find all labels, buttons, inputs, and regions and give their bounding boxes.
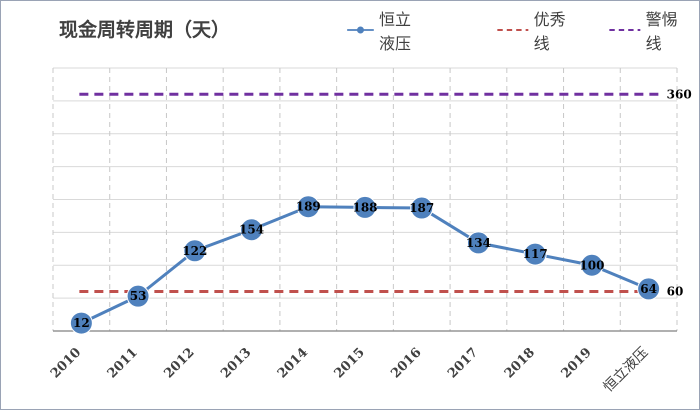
data-point [466,231,490,255]
data-label: 134 [466,236,491,250]
x-tick-label: 2016 [388,345,424,381]
x-tick-label: 恒立液压 [601,345,652,396]
data-label: 189 [296,200,321,214]
x-tick-label: 2012 [161,345,197,381]
legend-label-excellent-line: 优秀线 [533,10,566,53]
data-point [296,195,320,219]
x-tick-label: 2014 [275,345,311,381]
data-point [580,253,604,277]
data-label: 64 [640,282,657,296]
data-point [183,239,207,263]
data-point [240,218,264,242]
data-label: 154 [239,223,264,237]
data-point [69,311,93,335]
data-point [523,242,547,266]
data-label: 12 [73,316,90,330]
legend-swatch-warning-line [609,28,641,32]
chart-title: 现金周转周期（天） [59,19,231,41]
x-tick-label: 2015 [332,345,368,381]
legend-label-warning-line: 警惕线 [645,10,678,53]
data-label: 117 [523,247,548,261]
reference-line-label-1: 60 [667,285,684,299]
x-tick-label: 2011 [105,345,141,381]
legend-item-excellent-line: 优秀线 [496,10,566,53]
data-label: 53 [130,289,147,303]
legend-item-series: 恒立液压 [346,10,416,53]
data-point [353,195,377,219]
data-label: 122 [182,244,207,258]
data-label: 188 [352,200,377,214]
data-point [410,196,434,220]
legend-label-series: 恒立液压 [378,10,411,53]
data-point [126,284,150,308]
x-tick-label: 2013 [218,345,254,381]
legend-item-warning-line: 警惕线 [608,10,678,53]
data-label: 187 [409,201,434,215]
x-tick-label: 2010 [48,345,84,381]
x-tick-label: 2018 [502,345,538,381]
legend-swatch-series [347,26,374,34]
data-point [637,277,661,301]
x-tick-label: 2019 [559,345,595,381]
data-label: 100 [579,258,604,272]
reference-line-label-2: 360 [667,87,692,101]
x-tick-label: 2017 [445,345,481,381]
legend-swatch-excellent-line [497,28,529,32]
